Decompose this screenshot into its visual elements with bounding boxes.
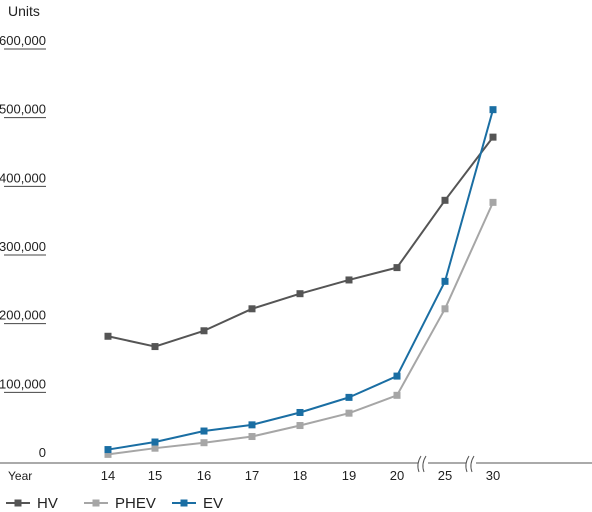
data-point-phev <box>200 439 208 447</box>
data-point-hv <box>200 327 208 335</box>
y-tick-label: 200,000 <box>0 308 46 323</box>
axis-break-mark <box>470 455 475 473</box>
data-point-hv <box>345 276 353 284</box>
x-tick-label: 20 <box>390 468 404 483</box>
y-tick-label: 0 <box>39 445 46 460</box>
x-tick-label: 25 <box>438 468 452 483</box>
data-point-ev <box>200 427 208 435</box>
data-point-hv <box>104 332 112 340</box>
chart-series <box>104 106 497 458</box>
data-point-ev <box>104 446 112 454</box>
data-point-ev <box>248 421 256 429</box>
data-point-phev <box>345 409 353 417</box>
data-point-hv <box>441 196 449 204</box>
data-point-phev <box>393 391 401 399</box>
x-tick-label: 18 <box>293 468 307 483</box>
legend-marker-phev <box>92 499 100 507</box>
data-point-ev <box>151 438 159 446</box>
data-point-phev <box>296 422 304 430</box>
legend-label-ev: EV <box>203 495 223 512</box>
y-tick-label: 300,000 <box>0 239 46 254</box>
axis-break-markers <box>417 455 476 473</box>
series-line-hv <box>107 136 494 348</box>
y-tick-label: 600,000 <box>0 33 46 48</box>
axis-break-mark <box>417 455 422 473</box>
data-point-ev <box>489 106 497 114</box>
y-axis-ticks: 0 100,000 200,000 300,000 400,000 500,000 600,… <box>0 33 46 460</box>
y-tick-label: 500,000 <box>0 102 46 117</box>
x-tick-label: 17 <box>245 468 259 483</box>
data-point-phev <box>248 433 256 441</box>
data-point-ev <box>393 372 401 380</box>
x-tick-label: 15 <box>148 468 162 483</box>
x-tick-label: 30 <box>486 468 500 483</box>
data-point-hv <box>296 290 304 298</box>
data-point-ev <box>345 393 353 401</box>
data-point-phev <box>104 450 112 458</box>
y-axis-unit-label: Units <box>8 3 40 19</box>
legend-label-hv: HV <box>37 495 58 512</box>
x-axis-year-label: Year <box>8 469 32 483</box>
legend-marker-hv <box>14 499 22 507</box>
data-point-hv <box>489 133 497 141</box>
data-point-hv <box>248 305 256 313</box>
x-tick-label: 16 <box>197 468 211 483</box>
series-line-ev <box>107 109 494 451</box>
data-point-ev <box>441 277 449 285</box>
legend-label-phev: PHEV <box>115 495 156 512</box>
x-axis-ticks: 14 15 16 17 18 19 20 25 30 <box>101 468 500 483</box>
data-point-hv <box>151 343 159 351</box>
legend: HV PHEV EV <box>6 495 223 512</box>
data-point-hv <box>393 264 401 272</box>
axis-break-mark <box>422 455 427 473</box>
series-line-phev <box>107 201 494 456</box>
y-tick-label: 100,000 <box>0 376 46 391</box>
axis-break-mark <box>465 455 470 473</box>
data-point-phev <box>489 198 497 206</box>
x-tick-label: 14 <box>101 468 115 483</box>
legend-marker-ev <box>180 499 188 507</box>
data-point-ev <box>296 408 304 416</box>
y-tick-label: 400,000 <box>0 170 46 185</box>
x-tick-label: 19 <box>342 468 356 483</box>
data-point-phev <box>441 305 449 313</box>
data-point-phev <box>151 444 159 452</box>
